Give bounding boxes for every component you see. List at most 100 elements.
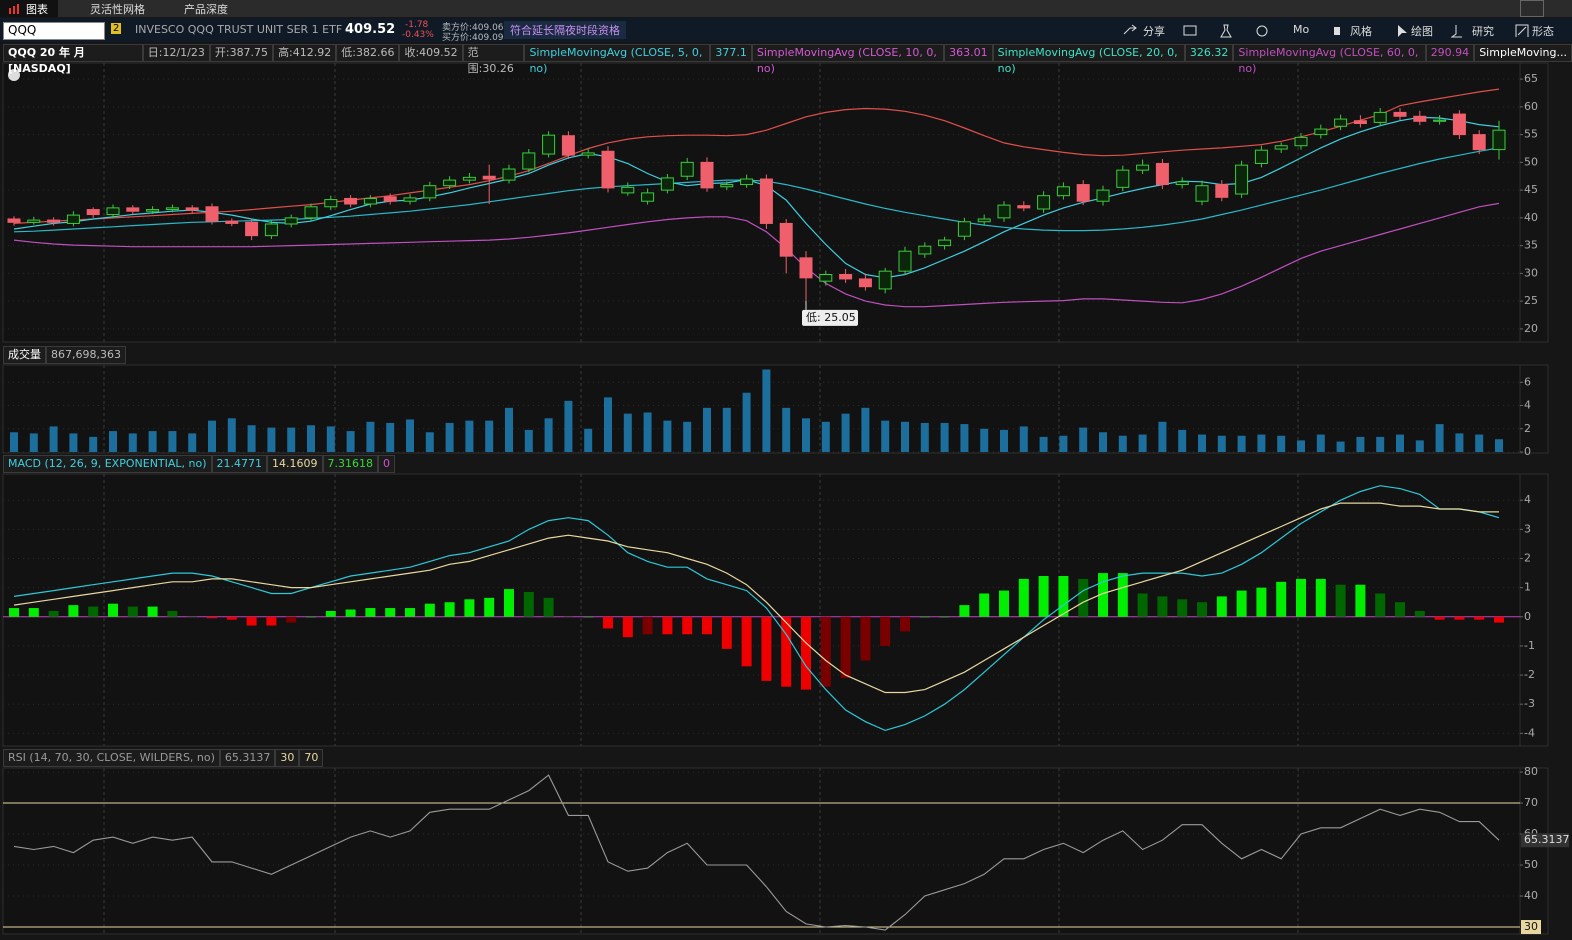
header-item: 范围:30.26	[462, 44, 525, 75]
symbol[interactable]: QQQ	[8, 23, 37, 37]
candle-body	[1235, 164, 1249, 195]
header-item: MACD (12, 26, 9, EXPONENTIAL, no)	[3, 455, 212, 473]
candle-body	[1452, 113, 1466, 136]
histogram-bar	[1454, 616, 1465, 620]
histogram-bar	[207, 616, 217, 619]
volume-bar	[960, 424, 969, 452]
histogram-bar	[1236, 590, 1247, 617]
histogram-bar	[919, 616, 930, 618]
panel-header: MACD (12, 26, 9, EXPONENTIAL, no) 21.4771…	[3, 455, 396, 473]
candle-body	[344, 197, 358, 205]
volume-bar	[1435, 424, 1444, 452]
y-tick-label: -2	[1524, 668, 1535, 681]
volume-bar	[406, 419, 414, 452]
volume-bar	[227, 418, 236, 452]
header-item: 377.1	[710, 44, 752, 62]
histogram-bar	[1375, 593, 1386, 617]
header-item: QQQ 20 年 月 [NASDAQ]	[3, 44, 143, 75]
y-tick-label: -4	[1524, 726, 1535, 739]
toolbar-button[interactable]: 绘图	[1411, 25, 1433, 38]
volume-bar	[109, 431, 117, 452]
header-item: 高:412.92	[273, 44, 337, 62]
candle-body	[957, 221, 971, 237]
volume-bar	[1356, 436, 1365, 452]
histogram-bar	[820, 616, 831, 687]
volume-bar	[1198, 434, 1206, 452]
header-item: 低:382.66	[336, 44, 400, 62]
histogram-bar	[1197, 602, 1207, 617]
histogram-bar	[1434, 616, 1445, 620]
histogram-bar	[1256, 587, 1267, 617]
volume-bar	[663, 420, 672, 452]
header-item: 326.32	[1184, 44, 1234, 62]
header-item: 290.94	[1425, 44, 1475, 62]
volume-bar	[465, 420, 474, 452]
histogram-bar	[1494, 616, 1504, 623]
link-badge[interactable]: 2	[111, 23, 122, 34]
candle-body	[779, 222, 793, 257]
panel	[2, 364, 1521, 454]
volume-bar	[247, 425, 256, 452]
histogram-bar	[1395, 602, 1405, 617]
toolbar-button[interactable]: 分享	[1143, 25, 1165, 38]
candle-body	[1294, 136, 1308, 147]
candle-body	[1175, 181, 1189, 186]
volume-bar	[1039, 436, 1048, 452]
volume-bar	[683, 421, 692, 452]
y-tick-label: 0	[1524, 610, 1531, 623]
volume-bar	[861, 407, 870, 452]
histogram-bar	[286, 616, 297, 623]
candle-body	[1472, 134, 1486, 151]
y-tick-label: -1	[1524, 639, 1535, 652]
rsi-line	[13, 774, 1500, 931]
header-item: 30	[275, 749, 300, 767]
volume-bar	[920, 422, 929, 452]
candle-body	[264, 223, 278, 237]
tab[interactable]: 灵活性网格	[90, 3, 145, 16]
candle-body	[641, 192, 655, 202]
histogram-bar	[464, 599, 475, 617]
volume-bar	[1336, 441, 1345, 452]
volume-bar	[1277, 435, 1286, 452]
y-tick-label: 0	[1524, 445, 1531, 458]
toolbar-button[interactable]: 风格	[1350, 25, 1372, 38]
header-item: 日:12/1/23	[142, 44, 210, 62]
candle-body	[403, 197, 417, 202]
candle-body	[1096, 189, 1110, 202]
candle-body	[423, 185, 437, 199]
volume-bar	[722, 407, 731, 452]
histogram-bar	[860, 616, 871, 661]
histogram-bar	[840, 616, 851, 678]
header-item: 收:409.52	[399, 44, 463, 62]
histogram-bar	[1276, 581, 1287, 617]
histogram-bar	[603, 616, 613, 629]
volume-bar	[1376, 436, 1385, 452]
volume-bar	[703, 407, 711, 452]
change-pct: -0.43%	[402, 30, 434, 40]
tab[interactable]: 产品深度	[184, 3, 228, 16]
histogram-bar	[167, 610, 178, 617]
toolbar-button[interactable]: Mo	[1293, 23, 1310, 36]
symbol-input[interactable]	[3, 22, 105, 40]
toolbar-button[interactable]: 研究	[1472, 25, 1494, 38]
candle-body	[1215, 184, 1229, 198]
volume-bar	[366, 421, 375, 452]
header-item: 867,698,363	[46, 346, 126, 364]
toolbar-button[interactable]: 形态	[1532, 25, 1554, 38]
histogram-bar	[424, 603, 435, 617]
y-tick-label: 50	[1524, 155, 1538, 168]
candle-body	[126, 207, 140, 212]
header-item: 70	[299, 749, 324, 767]
window-button[interactable]	[1520, 0, 1544, 17]
candle-body	[1353, 120, 1367, 125]
histogram-bar	[306, 616, 316, 618]
histogram-bar	[1315, 578, 1326, 617]
volume-bar	[89, 436, 98, 452]
level-label: 30	[1524, 920, 1538, 933]
candle-body	[1334, 118, 1348, 127]
volume-bar	[1297, 440, 1305, 452]
tab[interactable]: 图表	[26, 3, 48, 16]
histogram-bar	[959, 605, 970, 617]
histogram-bar	[880, 616, 891, 646]
